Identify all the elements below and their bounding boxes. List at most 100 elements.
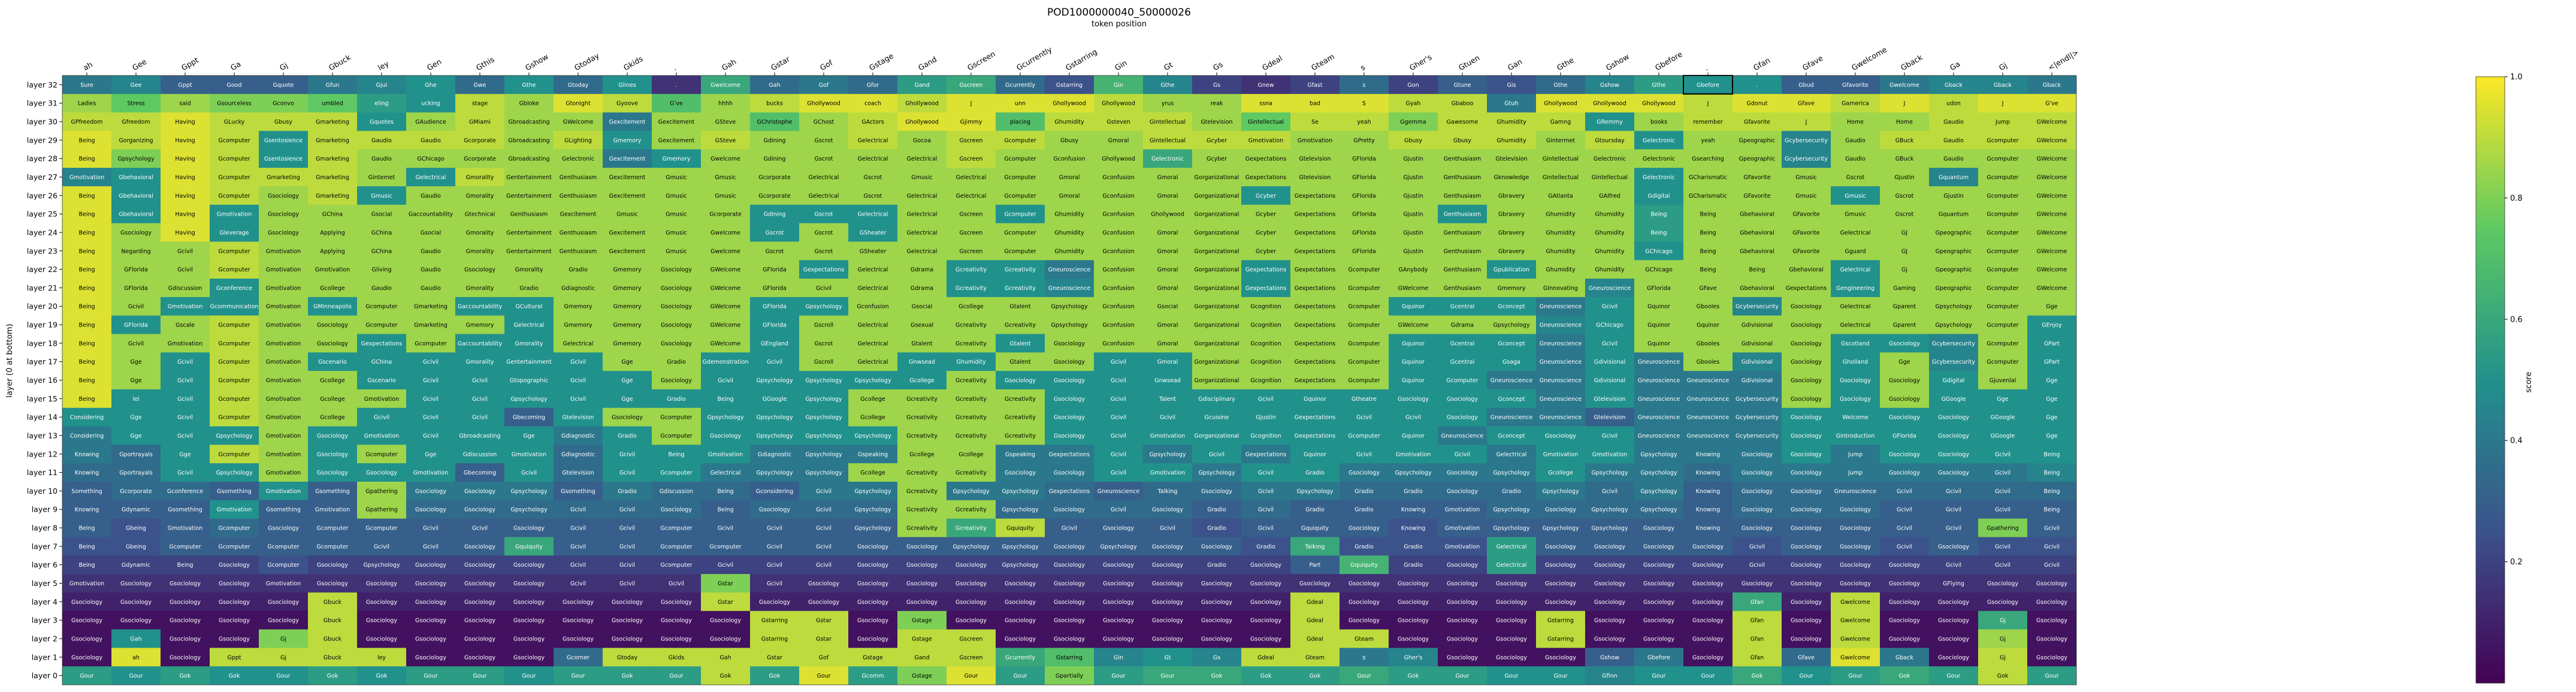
cell-token-label: Gsociology <box>1447 599 1478 606</box>
heatmap-cell <box>357 168 407 187</box>
cell-token-label: Gbusy <box>1453 137 1471 144</box>
heatmap-cell <box>1241 371 1291 390</box>
cell-token-label: Genthusiasm <box>1444 174 1481 181</box>
cell-token-label: Gsociology <box>1152 581 1183 587</box>
heatmap-cell <box>504 352 554 371</box>
cell-token-label: Gaudio <box>1943 137 1964 144</box>
cell-token-label: Gcreativity <box>956 525 987 532</box>
heatmap-cell <box>1585 168 1635 187</box>
cell-token-label: Gsociology <box>1594 618 1625 624</box>
cell-token-label: Gcreativity <box>1005 322 1036 329</box>
cell-token-label: Gexcitement <box>609 156 646 162</box>
heatmap-cell <box>750 149 800 168</box>
cell-token-label: GFlorida <box>763 304 787 310</box>
cell-token-label: Gmemory <box>613 340 641 347</box>
heatmap-cell <box>1094 279 1144 298</box>
cell-token-label: Gintroduction <box>1836 433 1875 439</box>
cell-token-label: Gneuroscience <box>1540 304 1582 310</box>
heatmap-cell <box>111 186 161 206</box>
cell-token-label: GFavorite <box>1792 229 1819 236</box>
cell-token-label: Gcivil <box>472 396 488 403</box>
cell-token-label: Gsociology <box>120 581 152 587</box>
cell-token-label: Gsociology <box>513 599 545 606</box>
cell-token-label: Gok <box>1211 673 1223 679</box>
cell-token-label: Gsomething <box>315 488 350 495</box>
heatmap-cell <box>62 279 112 298</box>
heatmap-cell <box>504 168 554 187</box>
colorbar-segment <box>2476 339 2505 345</box>
cell-token-label: Gstage <box>912 618 932 624</box>
cell-token-label: Gexcitement <box>609 174 646 181</box>
cell-token-label: Gsociology <box>1791 359 1822 365</box>
cell-token-label: Gsociology <box>1496 618 1527 624</box>
heatmap-cell <box>1143 407 1193 427</box>
cell-token-label: Gradio <box>1305 507 1325 513</box>
cell-token-label: Gmotivation <box>217 211 252 218</box>
cell-token-label: Gj <box>280 636 286 642</box>
heatmap-cell <box>1438 334 1487 353</box>
heatmap-cell <box>111 241 161 261</box>
heatmap-cell <box>62 112 112 131</box>
cell-token-label: Gsomething <box>266 507 301 513</box>
heatmap-cell <box>1389 315 1438 334</box>
cell-token-label: Gcivil <box>1111 396 1126 403</box>
cell-token-label: Gdivisional <box>1594 377 1625 384</box>
cell-token-label: Gok <box>1997 673 2009 679</box>
cell-token-label: Gmorality <box>466 285 494 292</box>
cell-token-label: Gge <box>179 451 191 458</box>
heatmap-cell <box>947 223 996 242</box>
cell-token-label: Gsociology <box>1398 636 1429 642</box>
heatmap-cell <box>701 279 751 298</box>
cell-token-label: Being <box>1700 267 1716 273</box>
colorbar-segment <box>2476 632 2505 638</box>
cell-token-label: Gpsychology <box>756 415 793 421</box>
heatmap-cell <box>111 279 161 298</box>
cell-token-label: Gtelevision <box>1299 174 1331 181</box>
heatmap-cell <box>750 186 800 206</box>
heatmap-cell <box>799 407 849 427</box>
cell-token-label: Gwe <box>474 82 486 89</box>
cell-token-label: Gsociology <box>1545 654 1576 661</box>
heatmap-cell <box>111 112 161 131</box>
heatmap-cell <box>1389 279 1438 298</box>
cell-token-label: Gis <box>1507 82 1516 89</box>
cell-token-label: Gelectronic <box>1643 156 1675 162</box>
cell-token-label: Gcivil <box>570 396 586 403</box>
cell-token-label: Gcivil <box>1111 377 1126 384</box>
cell-token-label: Genthusiasm <box>1444 285 1481 292</box>
cell-token-label: Gdisciplinary <box>1198 396 1235 403</box>
cell-token-label: Gexcitement <box>609 119 646 126</box>
heatmap-cell <box>652 260 702 279</box>
heatmap-cell <box>1290 334 1340 353</box>
x-tick-label: Gteam <box>1310 52 1336 72</box>
heatmap-cell <box>603 186 652 206</box>
heatmap-cell <box>603 407 652 427</box>
cell-token-label: Gquantum <box>1939 211 1969 218</box>
cell-token-label: Gin <box>1114 654 1123 661</box>
cell-token-label: GWelcome <box>2037 156 2067 162</box>
heatmap-cell <box>1831 279 1880 298</box>
heatmap-cell <box>259 204 309 223</box>
cell-token-label: Gsociology <box>464 581 495 587</box>
heatmap-cell <box>455 93 505 113</box>
cell-token-label: Gscroll <box>814 322 833 329</box>
x-tick-label: Gfave <box>1801 53 1825 72</box>
heatmap-cell <box>1733 389 1782 409</box>
cell-token-label: GWelcome <box>2037 174 2067 181</box>
cell-token-label: Negarding <box>121 248 150 255</box>
heatmap-cell <box>1536 315 1586 334</box>
cell-token-label: Gcomputer <box>1987 193 2018 200</box>
heatmap-cell <box>554 279 603 298</box>
cell-token-label: Gsociology <box>956 618 987 624</box>
colorbar-segment <box>2476 96 2505 102</box>
heatmap-cell <box>1733 260 1782 279</box>
cell-token-label: GFlorida <box>1352 248 1376 255</box>
heatmap-cell <box>111 260 161 279</box>
cell-token-label: Gjustin <box>1403 174 1423 181</box>
cell-token-label: Gfreedom <box>122 119 150 126</box>
cell-token-label: Gradio <box>519 285 539 292</box>
heatmap-cell <box>357 93 407 113</box>
cell-token-label: Gdining <box>764 156 786 162</box>
heatmap-cell <box>210 297 259 316</box>
cell-token-label: Gmarketing <box>414 304 448 310</box>
